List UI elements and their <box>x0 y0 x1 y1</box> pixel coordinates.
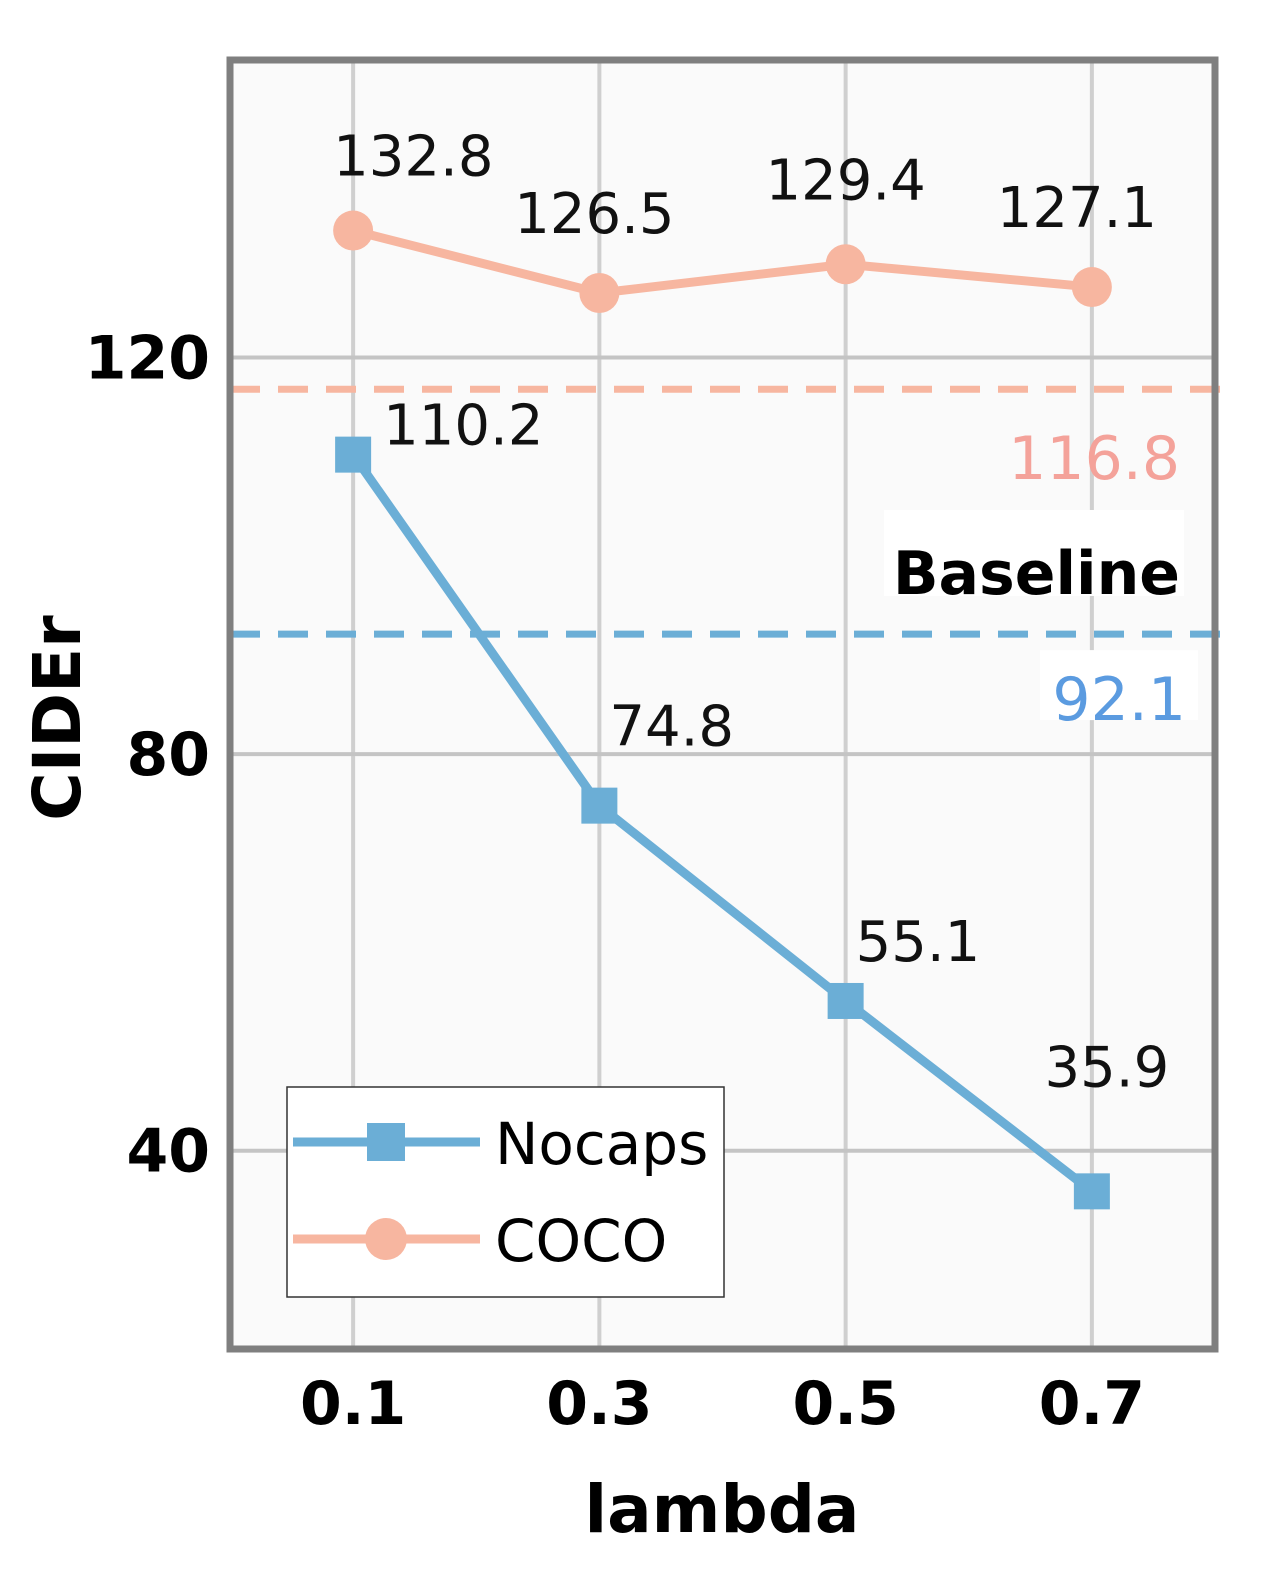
data-label: 132.8 <box>333 125 493 190</box>
series: 110.2 74.8 55.1 35.9 132.8 126.5 129.4 127.1 <box>333 125 1169 1210</box>
data-label: 129.4 <box>765 148 925 213</box>
nocaps-marker <box>581 787 618 824</box>
series-line-coco <box>352 226 1093 298</box>
y-tick-label: 40 <box>127 1117 211 1187</box>
baseline-label-backdrop <box>1040 650 1198 721</box>
legend-label: COCO <box>495 1207 667 1275</box>
x-tick-label: 0.5 <box>792 1369 898 1439</box>
data-label: 55.1 <box>856 910 981 975</box>
data-label: 127.1 <box>997 176 1157 241</box>
x-tick-label: 0.3 <box>546 1369 652 1439</box>
x-tick-labels: 0.1 0.3 0.5 0.7 <box>300 1369 1145 1439</box>
nocaps-marker <box>1073 1173 1110 1210</box>
coco-marker <box>825 244 866 285</box>
baseline-value-label: 116.8 <box>1008 424 1180 494</box>
baseline-title: Baseline <box>893 539 1180 609</box>
x-tick-label: 0.1 <box>300 1369 406 1439</box>
y-axis-title: CIDEr <box>19 615 96 821</box>
data-label: 110.2 <box>383 394 543 459</box>
baseline-value-label: 92.1 <box>1052 665 1186 735</box>
y-tick-labels: 40 80 120 <box>85 323 210 1186</box>
legend-square-marker <box>367 1123 405 1161</box>
x-axis-title: lambda <box>585 1471 860 1548</box>
plot-frame <box>226 56 1219 1353</box>
coco-marker <box>1071 267 1112 308</box>
data-label: 35.9 <box>1045 1035 1170 1100</box>
nocaps-marker <box>827 982 864 1019</box>
legend-label: Nocaps <box>495 1110 708 1178</box>
legend: Nocaps COCO <box>286 1086 725 1298</box>
legend-box <box>286 1086 725 1298</box>
data-label: 126.5 <box>514 182 674 247</box>
coco-marker <box>579 273 620 314</box>
series-line-nocaps <box>349 452 1095 1195</box>
y-tick-label: 80 <box>127 720 211 790</box>
baselines: 116.8 Baseline 92.1 <box>230 385 1222 735</box>
x-tick-label: 0.7 <box>1039 1369 1145 1439</box>
y-tick-label: 120 <box>85 323 210 393</box>
legend-circle-marker <box>365 1218 407 1260</box>
coco-marker <box>333 210 374 251</box>
data-label: 74.8 <box>609 695 734 760</box>
baseline-title-backdrop <box>884 510 1184 596</box>
nocaps-marker <box>335 436 372 473</box>
